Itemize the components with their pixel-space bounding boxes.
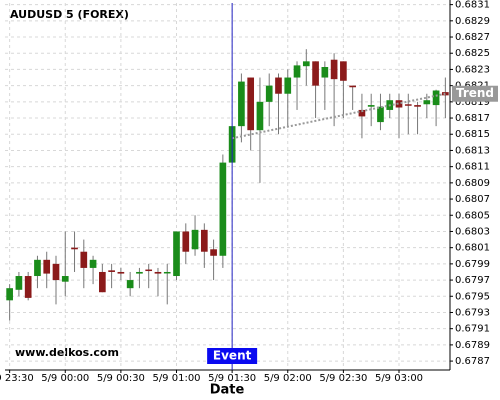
candle-body xyxy=(126,280,134,289)
candle-body xyxy=(395,100,403,108)
candle-body xyxy=(377,106,384,123)
y-tick-label: 0.6801 xyxy=(455,243,490,254)
candle-body xyxy=(414,105,421,107)
candle-body xyxy=(423,100,431,105)
y-tick-label: 0.6791 xyxy=(455,324,490,335)
candle-body xyxy=(358,109,366,117)
x-tick-label: 5/9 00:30 xyxy=(97,373,145,384)
candle-body xyxy=(80,251,88,268)
candle-body xyxy=(340,61,347,81)
candle-body xyxy=(71,247,78,250)
candle-body xyxy=(349,85,356,88)
candle-body xyxy=(24,276,32,298)
candle-body xyxy=(145,269,153,272)
candle-body xyxy=(200,229,208,252)
candle-body xyxy=(321,67,329,78)
candle-body xyxy=(117,271,125,274)
candle-body xyxy=(367,105,375,107)
x-tick-label: 5/9 23:30 xyxy=(0,373,34,384)
candle-body xyxy=(284,77,292,94)
y-tick-label: 0.6787 xyxy=(455,356,490,367)
y-tick-label: 0.6807 xyxy=(455,194,490,205)
candle-body xyxy=(154,271,162,274)
candle-body xyxy=(247,77,255,131)
trend-line xyxy=(231,92,446,140)
y-tick-label: 0.6823 xyxy=(455,64,490,75)
candle-body xyxy=(265,85,273,102)
candle-body xyxy=(330,59,338,80)
watermark: www.delkos.com xyxy=(15,346,119,359)
x-tick-label: 5/9 02:00 xyxy=(264,373,312,384)
y-tick-label: 0.6803 xyxy=(455,226,490,237)
candle-body xyxy=(173,231,180,277)
candle-body xyxy=(210,249,217,256)
x-tick-label: 5/9 01:00 xyxy=(152,373,200,384)
y-tick-label: 0.6799 xyxy=(455,259,490,270)
candle-body xyxy=(191,229,199,250)
y-tick-label: 0.6831 xyxy=(455,0,490,11)
candle-body xyxy=(432,90,440,106)
candle-body xyxy=(219,162,227,256)
y-tick-label: 0.6805 xyxy=(455,210,490,221)
candle-body xyxy=(99,271,106,293)
x-axis-label: Date xyxy=(210,383,245,398)
candle-body xyxy=(52,263,60,281)
chart-title: AUDUSD 5 (FOREX) xyxy=(10,8,129,21)
candle-body xyxy=(163,271,171,274)
x-tick-label: 5/9 00:00 xyxy=(41,373,89,384)
candle-body xyxy=(404,104,412,106)
y-tick-label: 0.6811 xyxy=(455,162,490,173)
candle-body xyxy=(293,65,301,78)
y-tick-label: 0.6815 xyxy=(455,129,490,140)
candle-body xyxy=(256,101,264,131)
event-label: Event xyxy=(213,349,252,363)
y-tick-label: 0.6817 xyxy=(455,113,490,124)
candle-body xyxy=(302,61,310,67)
candle-body xyxy=(34,259,41,277)
y-tick-label: 0.6809 xyxy=(455,178,490,189)
candle-body xyxy=(43,259,51,274)
event-label-box xyxy=(207,348,258,364)
candle-body xyxy=(312,61,319,86)
y-tick-label: 0.6797 xyxy=(455,275,490,286)
y-tick-label: 0.6825 xyxy=(455,48,490,59)
candle-body xyxy=(89,259,97,268)
candle-body xyxy=(108,270,115,272)
y-tick-label: 0.6827 xyxy=(455,32,490,43)
candle-body xyxy=(182,231,190,252)
candle-body xyxy=(275,77,282,94)
trend-label-box xyxy=(452,85,498,102)
y-tick-label: 0.6829 xyxy=(455,16,490,27)
y-tick-label: 0.6789 xyxy=(455,340,490,351)
x-tick-label: 5/9 01:30 xyxy=(208,373,256,384)
x-tick-label: 5/9 02:30 xyxy=(319,373,367,384)
y-tick-label: 0.6793 xyxy=(455,307,490,318)
y-tick-label: 0.6795 xyxy=(455,291,490,302)
y-tick-label: 0.6813 xyxy=(455,145,490,156)
trend-label: Trend xyxy=(456,86,494,100)
candle-body xyxy=(6,288,13,301)
candle-body xyxy=(136,271,143,274)
x-tick-label: 5/9 03:00 xyxy=(375,373,423,384)
candle-body xyxy=(15,276,23,290)
candle-body xyxy=(61,276,69,282)
candle-body xyxy=(238,81,245,127)
y-tick-label: 0.6819 xyxy=(455,97,490,108)
